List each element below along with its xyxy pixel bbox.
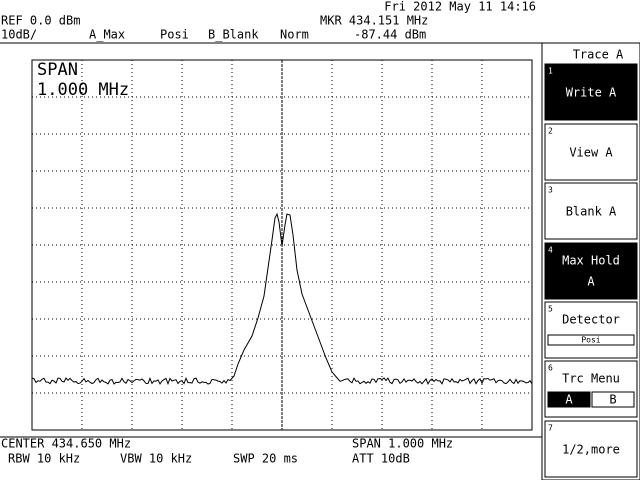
span-value: 1.000 MHz xyxy=(37,80,129,100)
datetime: Fri 2012 May 11 14:16 xyxy=(384,0,536,14)
option-box[interactable] xyxy=(547,391,591,408)
trace-b-mode: B_Blank xyxy=(208,28,259,42)
softkey-number: 5 xyxy=(548,305,553,314)
softkey[interactable] xyxy=(544,63,638,121)
softkey-label: Detector xyxy=(562,313,620,327)
marker-level: -87.44 dBm xyxy=(354,28,426,42)
span-label: SPAN xyxy=(37,60,78,80)
rbw: RBW 10 kHz xyxy=(8,452,80,466)
center-freq: CENTER 434.650 MHz xyxy=(1,437,131,451)
softkey[interactable] xyxy=(544,182,638,240)
softkey[interactable] xyxy=(544,301,638,359)
softkeys: 1 Write A 2 View A 3 Blank A 4 Max Hold A 5 Detect… xyxy=(544,63,638,478)
softkey-label: 1/2,more xyxy=(562,443,620,457)
softkey-label: Max Hold xyxy=(562,254,620,268)
softkey-label: Write A xyxy=(566,86,617,100)
ref-level: REF 0.0 dBm xyxy=(1,14,80,28)
softkey-label: Blank A xyxy=(566,205,617,219)
softkey-sublabel: A xyxy=(587,275,595,289)
softkey-label: View A xyxy=(569,146,613,160)
scale: 10dB/ xyxy=(1,28,37,42)
sweep-mode: Norm xyxy=(280,28,309,42)
option-label: A xyxy=(565,393,573,407)
softkey-number: 7 xyxy=(548,424,553,433)
span: SPAN 1.000 MHz xyxy=(352,437,453,451)
softkey-number: 6 xyxy=(548,364,553,373)
option-box[interactable] xyxy=(591,391,635,408)
trace-a-mode: A_Max xyxy=(89,28,125,42)
softkey[interactable] xyxy=(544,123,638,181)
softkey-number: 2 xyxy=(548,127,553,136)
trace xyxy=(31,212,533,386)
vbw: VBW 10 kHz xyxy=(120,452,192,466)
softkey-number: 3 xyxy=(548,186,553,195)
value-box xyxy=(547,334,635,346)
attenuation: ATT 10dB xyxy=(352,452,410,466)
softkey[interactable] xyxy=(544,420,638,478)
softkey-sublabel: Posi xyxy=(581,336,600,345)
menu-title: Trace A xyxy=(573,48,624,62)
softkey-number: 4 xyxy=(548,246,553,255)
option-label: B xyxy=(609,393,616,407)
detector: Posi xyxy=(160,28,189,42)
marker-freq: MKR 434.151 MHz xyxy=(320,14,428,28)
softkey[interactable] xyxy=(544,360,638,418)
softkey-label: Trc Menu xyxy=(562,372,620,386)
softkey[interactable] xyxy=(544,242,638,300)
grid xyxy=(32,60,532,430)
sweep-time: SWP 20 ms xyxy=(233,452,298,466)
softkey-number: 1 xyxy=(548,67,553,76)
